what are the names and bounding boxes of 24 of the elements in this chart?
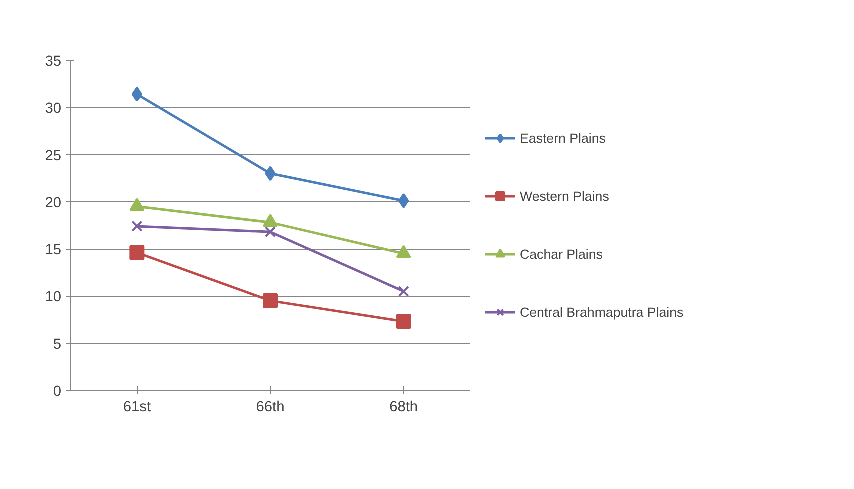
y-tick-label: 10 [45,290,62,306]
legend-label: Eastern Plains [520,130,606,146]
point [263,293,278,308]
y-tick-label: 35 [45,54,62,70]
point [130,245,145,260]
point [132,86,142,102]
legend-label: Central Brahmaputra Plains [520,304,684,320]
legend-label: Western Plains [520,188,610,204]
point [398,286,410,298]
point [264,226,276,238]
x-tick-label: 68th [390,400,418,416]
y-tick-label: 30 [45,101,62,118]
y-tick-label: 5 [53,336,62,353]
point [132,220,143,232]
y-tick-label: 20 [45,195,62,212]
x-tick-label: 61st [123,400,152,416]
y-tick-label: 25 [45,148,62,164]
point [396,314,412,330]
x-tick-label: 66th [256,400,285,416]
y-tick-label: 15 [45,242,62,259]
point [398,193,410,208]
y-tick-label: 0 [53,384,62,400]
legend-label: Cachar Plains [520,246,603,262]
point [265,166,276,182]
